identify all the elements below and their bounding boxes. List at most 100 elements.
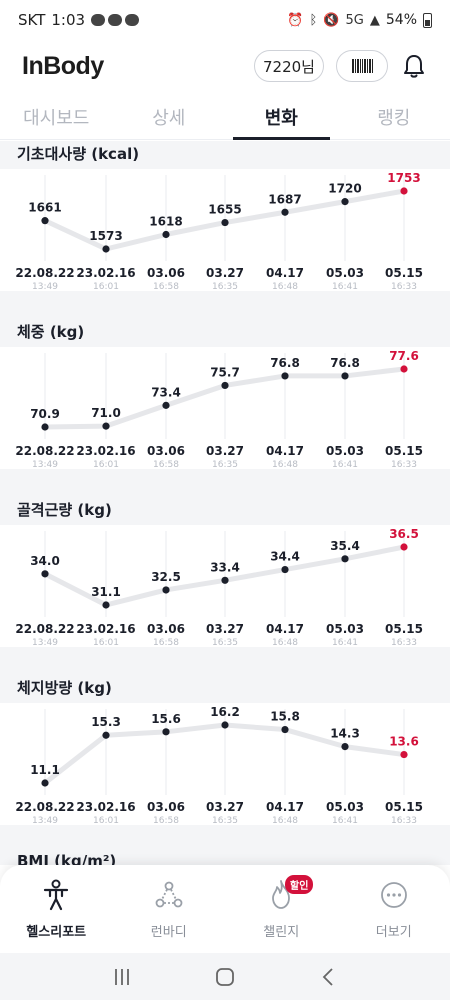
x-tick-time: 16:41 bbox=[332, 816, 358, 825]
x-tick-time: 13:49 bbox=[32, 460, 58, 469]
data-label: 71.0 bbox=[91, 406, 121, 420]
data-point bbox=[281, 725, 289, 734]
x-tick-date: 04.17 bbox=[266, 266, 304, 280]
notification-icons bbox=[91, 14, 140, 26]
barcode-icon bbox=[351, 59, 373, 73]
x-tick-time: 16:35 bbox=[212, 460, 238, 469]
data-point bbox=[400, 187, 408, 195]
tab-dashboard[interactable]: 대시보드 bbox=[23, 108, 90, 129]
x-tick-date: 03.27 bbox=[206, 800, 244, 814]
x-tick-time: 16:58 bbox=[153, 460, 179, 469]
x-tick-date: 22.08.22 bbox=[15, 444, 74, 458]
x-tick-date: 05.03 bbox=[326, 444, 364, 458]
bowl-notification-icon bbox=[91, 14, 106, 26]
nav-health-report[interactable]: 헬스리포트 bbox=[0, 865, 113, 953]
bluetooth-icon: ᛒ bbox=[309, 12, 318, 28]
x-tick-date: 22.08.22 bbox=[15, 622, 74, 636]
data-label: 13.6 bbox=[389, 735, 419, 749]
x-tick-time: 16:58 bbox=[153, 638, 179, 647]
x-tick-time: 16:41 bbox=[332, 282, 358, 291]
data-point bbox=[400, 365, 408, 373]
health-report-icon bbox=[40, 879, 72, 911]
data-point bbox=[162, 230, 170, 239]
line-chart: 1661 1573 1618 1655 1687 1720 1753 22.08.22 23.0… bbox=[15, 171, 423, 291]
data-point bbox=[162, 586, 170, 594]
x-tick-date: 04.17 bbox=[266, 800, 304, 814]
tab-change[interactable]: 변화 bbox=[225, 96, 338, 140]
user-id-button[interactable]: 7220님 bbox=[254, 50, 324, 82]
tab-detail[interactable]: 상세 bbox=[152, 108, 186, 129]
barcode-button[interactable] bbox=[336, 50, 388, 82]
runbody-icon bbox=[153, 879, 185, 911]
data-label: 70.9 bbox=[30, 407, 60, 421]
nav-label: 런바디 bbox=[150, 925, 187, 940]
nav-label: 헬스리포트 bbox=[26, 925, 87, 940]
x-tick-date: 23.02.16 bbox=[76, 444, 135, 458]
data-label: 1573 bbox=[89, 229, 122, 243]
chart-title-fat: 체지방량 (kg) bbox=[17, 679, 112, 697]
x-tick-date: 04.17 bbox=[266, 622, 304, 636]
data-label: 11.1 bbox=[30, 763, 60, 777]
data-label: 16.2 bbox=[210, 705, 240, 719]
line-chart: 11.1 15.3 15.6 16.2 15.8 14.3 13.6 22.08.22 23.0… bbox=[15, 705, 423, 825]
data-point bbox=[341, 555, 349, 563]
x-tick-date: 22.08.22 bbox=[15, 800, 74, 814]
data-point bbox=[41, 779, 49, 787]
nav-more[interactable]: 더보기 bbox=[338, 865, 450, 953]
data-label: 14.3 bbox=[330, 727, 360, 741]
nav-runbody[interactable]: 런바디 bbox=[113, 865, 226, 953]
home-icon[interactable] bbox=[211, 965, 239, 989]
data-label: 1661 bbox=[28, 201, 61, 215]
bottom-nav: 헬스리포트 런바디 할인 챌린지 bbox=[0, 865, 450, 953]
tab-bar: 대시보드 상세 변화 랭킹 bbox=[0, 96, 450, 140]
clock: 1:03 bbox=[51, 11, 86, 29]
data-point bbox=[41, 217, 49, 225]
x-tick-time: 16:41 bbox=[332, 638, 358, 647]
tab-ranking[interactable]: 랭킹 bbox=[377, 108, 411, 129]
data-point bbox=[102, 422, 110, 430]
chart-card: 70.9 71.0 73.4 75.7 76.8 76.8 77.6 22.08.22 23.0… bbox=[0, 347, 450, 469]
x-tick-time: 16:33 bbox=[391, 460, 417, 469]
x-tick-date: 05.15 bbox=[385, 444, 423, 458]
change-content[interactable]: 기초대사량 (kcal) 1661 1573 1618 1655 1687 1720 175… bbox=[0, 141, 450, 865]
chart-title-bmr: 기초대사량 (kcal) bbox=[17, 145, 140, 163]
talk-notification-icon bbox=[108, 14, 123, 26]
data-label: 75.7 bbox=[210, 365, 240, 379]
x-tick-date: 03.27 bbox=[206, 622, 244, 636]
bell-icon[interactable] bbox=[400, 52, 428, 80]
data-label: 76.8 bbox=[270, 356, 300, 370]
x-tick-date: 03.27 bbox=[206, 266, 244, 280]
x-tick-time: 16:01 bbox=[93, 816, 119, 825]
x-tick-date: 05.03 bbox=[326, 800, 364, 814]
status-bar: SKT 1:03 ⏰ ᛒ 🔇 5G ▲ 54% bbox=[0, 0, 450, 40]
data-label: 1687 bbox=[268, 192, 301, 206]
x-tick-date: 22.08.22 bbox=[15, 266, 74, 280]
data-label: 76.8 bbox=[330, 356, 360, 370]
alarm-icon: ⏰ bbox=[287, 12, 304, 28]
x-tick-date: 23.02.16 bbox=[76, 266, 135, 280]
x-tick-time: 16:01 bbox=[93, 460, 119, 469]
data-point bbox=[41, 423, 49, 431]
nav-challenge[interactable]: 할인 챌린지 bbox=[225, 865, 338, 953]
data-label: 32.5 bbox=[151, 570, 181, 584]
data-label: 77.6 bbox=[389, 349, 419, 363]
x-tick-date: 05.15 bbox=[385, 622, 423, 636]
recent-apps-icon[interactable] bbox=[108, 965, 136, 989]
data-label: 34.0 bbox=[30, 554, 60, 568]
more-icon bbox=[378, 879, 410, 911]
x-tick-date: 03.06 bbox=[147, 800, 185, 814]
signal-icon: ▲ bbox=[369, 12, 380, 28]
back-icon[interactable] bbox=[314, 965, 342, 989]
battery-percent: 54% bbox=[385, 12, 417, 28]
x-tick-time: 16:58 bbox=[153, 816, 179, 825]
x-tick-date: 23.02.16 bbox=[76, 622, 135, 636]
chart-title-weight: 체중 (kg) bbox=[17, 323, 85, 341]
data-point bbox=[341, 743, 349, 751]
data-label: 15.8 bbox=[270, 710, 300, 724]
inbody-logo: InBody bbox=[22, 51, 104, 80]
x-tick-date: 03.06 bbox=[147, 622, 185, 636]
x-tick-time: 13:49 bbox=[32, 638, 58, 647]
network-indicator: 5G bbox=[345, 12, 364, 28]
data-label: 15.3 bbox=[91, 715, 121, 729]
data-point bbox=[341, 372, 349, 380]
